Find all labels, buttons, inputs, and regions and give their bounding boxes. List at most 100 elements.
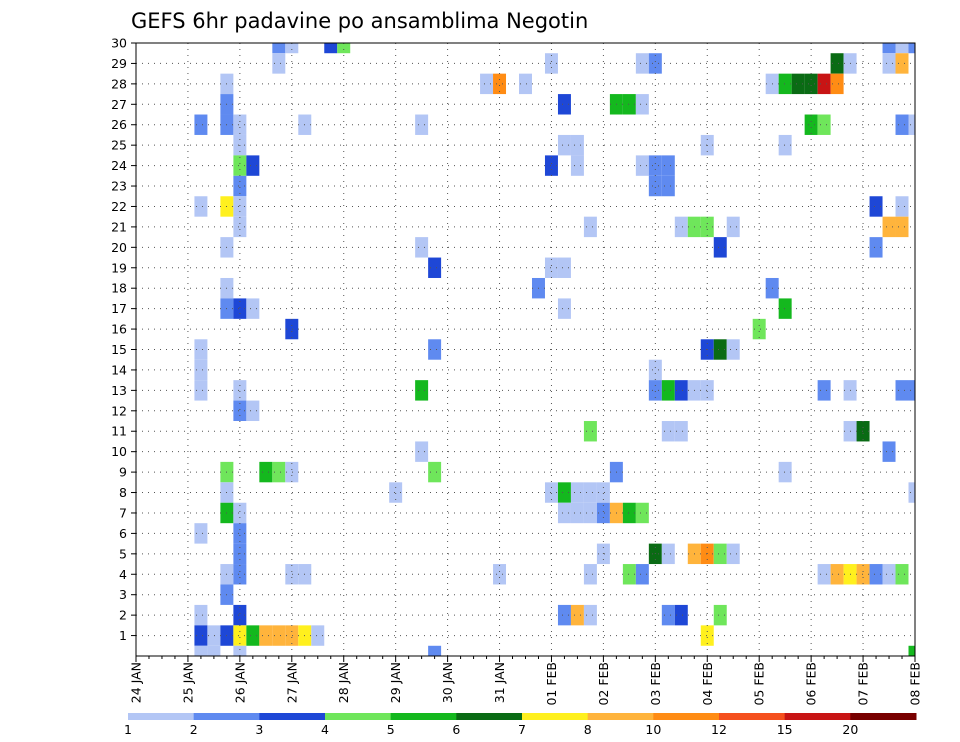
colorbar-label: 8 <box>584 722 592 737</box>
colorbar-swatch <box>587 713 654 720</box>
precip-cell <box>233 298 247 319</box>
y-tick-label: 29 <box>111 56 127 71</box>
precip-cell <box>415 237 429 258</box>
y-tick-label: 3 <box>119 587 127 602</box>
precip-cell <box>622 94 636 115</box>
y-tick-label: 22 <box>111 199 127 214</box>
precip-cell <box>596 502 610 524</box>
y-tick-label: 2 <box>119 608 127 623</box>
precip-cell <box>493 73 507 95</box>
precip-cell <box>817 564 831 585</box>
precip-cell <box>895 196 909 217</box>
precip-cell <box>480 73 494 95</box>
precip-cell <box>583 604 597 626</box>
precip-cell <box>778 73 792 95</box>
precip-cell <box>272 53 286 74</box>
colorbar-swatch <box>522 713 589 720</box>
precip-cell <box>908 645 915 656</box>
precip-cell <box>908 380 915 401</box>
colorbar-label: 10 <box>645 722 661 737</box>
precip-cell <box>246 298 260 319</box>
x-tick-label: 26 JAN <box>232 662 247 703</box>
precip-cell <box>233 645 247 656</box>
precip-cell <box>233 155 247 176</box>
y-tick-label: 12 <box>111 403 127 418</box>
precip-cell <box>830 564 844 585</box>
precip-cell <box>661 175 675 197</box>
precip-cell <box>557 94 571 115</box>
precip-cell <box>493 564 507 585</box>
precip-cell <box>830 53 844 74</box>
y-tick-label: 20 <box>111 240 127 255</box>
precip-cell <box>233 114 247 135</box>
precip-cell <box>415 441 429 462</box>
precip-cell <box>233 523 247 544</box>
precip-cell <box>726 216 740 238</box>
precip-cell <box>635 502 649 524</box>
precip-cell <box>791 73 805 95</box>
precip-cell <box>583 564 597 585</box>
y-tick-label: 24 <box>111 158 127 173</box>
colorbar-swatch <box>653 713 720 720</box>
precip-cell <box>635 564 649 585</box>
plot-frame <box>135 42 916 657</box>
precip-cell <box>233 604 247 626</box>
x-tick-label: 25 JAN <box>180 662 195 703</box>
colorbar-swatch <box>193 713 260 720</box>
colorbar-label: 2 <box>190 722 198 737</box>
colorbar-swatch <box>456 713 523 720</box>
precip-cell <box>285 43 299 54</box>
precip-cell <box>285 318 299 340</box>
x-tick-label: 28 JAN <box>336 662 351 703</box>
y-tick-label: 7 <box>119 505 127 520</box>
precip-cell <box>583 216 597 238</box>
colorbar-swatch <box>390 713 457 720</box>
precip-cell <box>194 339 208 360</box>
colorbar-label: 4 <box>321 722 329 737</box>
precip-cell <box>544 155 558 176</box>
precip-cell <box>635 94 649 115</box>
precip-cell <box>648 359 662 381</box>
colorbar-swatch <box>719 713 786 720</box>
colorbar-swatch <box>784 713 851 720</box>
x-tick-label: 08 FEB <box>908 662 923 706</box>
x-tick-label: 27 JAN <box>284 662 299 703</box>
precip-cell <box>570 604 584 626</box>
precip-cell <box>635 155 649 176</box>
colorbar-swatch <box>128 713 195 720</box>
x-tick-label: 04 FEB <box>700 662 715 706</box>
colorbar-swatch <box>325 713 392 720</box>
y-tick-label: 8 <box>119 485 127 500</box>
precip-cell <box>583 421 597 442</box>
precip-cell <box>713 543 727 565</box>
y-tick-label: 25 <box>111 138 127 153</box>
x-tick-label: 06 FEB <box>804 662 819 706</box>
precip-cell <box>661 543 675 565</box>
y-tick-label: 6 <box>119 526 127 541</box>
colorbar: 1 2 3 4 5 6 7 8 10 12 15 20 <box>124 713 917 737</box>
precip-cell <box>700 625 714 646</box>
precip-cell <box>713 237 727 258</box>
precip-cell <box>700 216 714 238</box>
y-tick-label: 28 <box>111 76 127 91</box>
precip-cell <box>882 43 896 54</box>
precip-cell <box>233 400 247 422</box>
precip-cell <box>622 502 636 524</box>
precip-cell <box>233 564 247 585</box>
precip-cell <box>895 114 909 135</box>
precip-cell <box>908 114 915 135</box>
precip-cell <box>674 216 688 238</box>
precip-cell <box>596 482 610 503</box>
precip-cell <box>583 502 597 524</box>
x-tick-label: 29 JAN <box>388 662 403 703</box>
precip-cell <box>428 645 442 656</box>
precip-cell <box>207 645 221 656</box>
heatmap-cells <box>194 43 915 656</box>
precip-cell <box>337 43 351 54</box>
precip-cell <box>557 604 571 626</box>
x-tick-label: 01 FEB <box>544 662 559 706</box>
y-tick-label: 11 <box>111 424 127 439</box>
precip-cell <box>882 53 896 74</box>
x-axis: 24 JAN 25 JAN 26 JAN 27 JAN 28 JAN 29 JAN 30 J… <box>129 656 923 706</box>
